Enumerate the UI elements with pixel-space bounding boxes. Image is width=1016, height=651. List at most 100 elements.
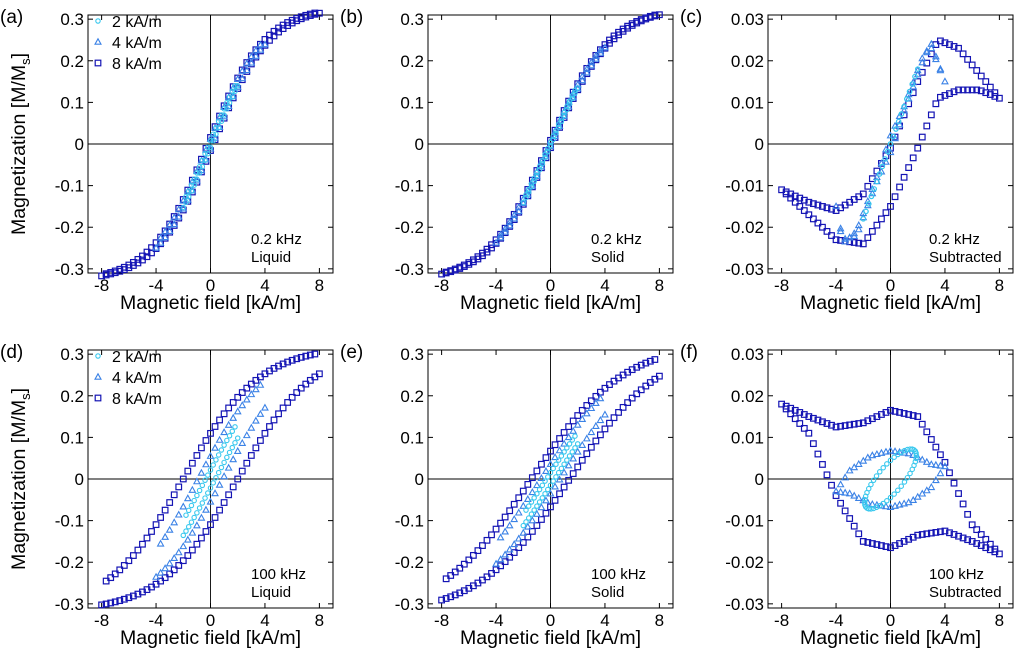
y-tick-label: 0 <box>755 135 764 154</box>
data-point <box>870 505 877 512</box>
data-point <box>492 559 500 567</box>
data-point <box>560 429 568 436</box>
data-point <box>192 521 201 529</box>
data-point <box>247 452 255 459</box>
data-point <box>912 73 918 80</box>
data-point <box>496 230 505 238</box>
data-point <box>542 490 548 497</box>
data-point <box>876 171 883 177</box>
data-point <box>528 516 537 524</box>
data-point <box>805 211 813 219</box>
data-point <box>528 528 536 535</box>
data-point <box>850 522 858 530</box>
data-point <box>451 591 459 599</box>
data-point <box>213 457 219 463</box>
x-tick-label: 8 <box>995 276 1004 295</box>
data-point <box>863 208 869 215</box>
data-point <box>809 200 817 208</box>
data-point <box>519 487 527 495</box>
data-point <box>868 227 876 235</box>
data-point <box>528 511 535 517</box>
data-point <box>202 477 208 484</box>
data-point <box>542 154 548 161</box>
data-point <box>583 402 591 409</box>
series-2-kA-m <box>520 433 581 529</box>
data-point <box>882 543 890 551</box>
data-point <box>129 552 137 559</box>
data-point <box>909 533 917 541</box>
data-point <box>538 460 545 468</box>
data-point <box>991 92 999 100</box>
y-tick-label: -0.2 <box>395 218 424 237</box>
data-point <box>198 534 205 542</box>
data-point <box>191 182 197 188</box>
data-point <box>555 457 562 463</box>
data-point <box>438 596 446 604</box>
data-point <box>539 482 546 489</box>
data-point <box>514 508 523 516</box>
data-point <box>828 205 835 213</box>
data-point <box>107 269 115 276</box>
data-point <box>931 52 940 60</box>
data-point <box>986 91 994 98</box>
data-point <box>510 500 518 508</box>
data-point <box>194 170 200 176</box>
data-point <box>968 61 976 69</box>
data-point <box>809 440 817 448</box>
data-point <box>991 89 999 97</box>
data-point <box>913 492 922 500</box>
data-point <box>895 500 904 508</box>
data-point <box>791 415 799 423</box>
data-point <box>161 574 169 582</box>
data-point <box>886 446 895 454</box>
data-point <box>547 503 554 511</box>
data-point <box>922 46 931 54</box>
condition-state: Solid <box>591 249 624 266</box>
data-point <box>964 86 972 94</box>
data-point <box>261 403 269 411</box>
data-point <box>257 373 264 381</box>
legend-marker <box>95 353 101 359</box>
data-point <box>523 519 529 525</box>
data-point <box>188 546 196 554</box>
data-point <box>909 81 916 87</box>
data-point <box>232 424 238 430</box>
data-point <box>850 229 859 237</box>
data-point <box>900 106 909 114</box>
data-point <box>174 205 183 213</box>
y-axis-label: Magnetization [M/Ms] <box>8 53 33 235</box>
data-point <box>238 401 247 409</box>
data-point <box>279 404 287 412</box>
data-point <box>302 352 310 360</box>
legend-marker <box>94 59 102 67</box>
data-point <box>469 551 477 559</box>
data-point <box>895 451 901 458</box>
data-point <box>566 441 573 447</box>
data-point <box>791 192 799 200</box>
data-point <box>907 446 913 452</box>
data-point <box>196 487 203 494</box>
data-point <box>946 529 953 537</box>
data-point <box>211 443 219 451</box>
data-point <box>180 532 187 539</box>
data-point <box>561 461 567 468</box>
data-point <box>120 595 128 603</box>
y-tick-label: 0.1 <box>60 93 84 112</box>
data-point <box>946 469 953 477</box>
data-point <box>922 48 931 56</box>
data-point <box>174 510 183 518</box>
series-8-kA-m <box>98 350 323 609</box>
data-point <box>451 265 459 273</box>
data-point <box>213 474 219 481</box>
data-point <box>877 159 886 167</box>
data-point <box>891 447 899 455</box>
data-point <box>551 482 559 490</box>
data-point <box>523 522 532 530</box>
data-point <box>642 382 650 390</box>
data-point <box>946 90 953 98</box>
data-point <box>855 530 863 538</box>
data-point <box>532 509 541 517</box>
series-2-kA-m <box>861 446 920 512</box>
data-point <box>514 206 523 215</box>
data-point <box>564 433 573 441</box>
